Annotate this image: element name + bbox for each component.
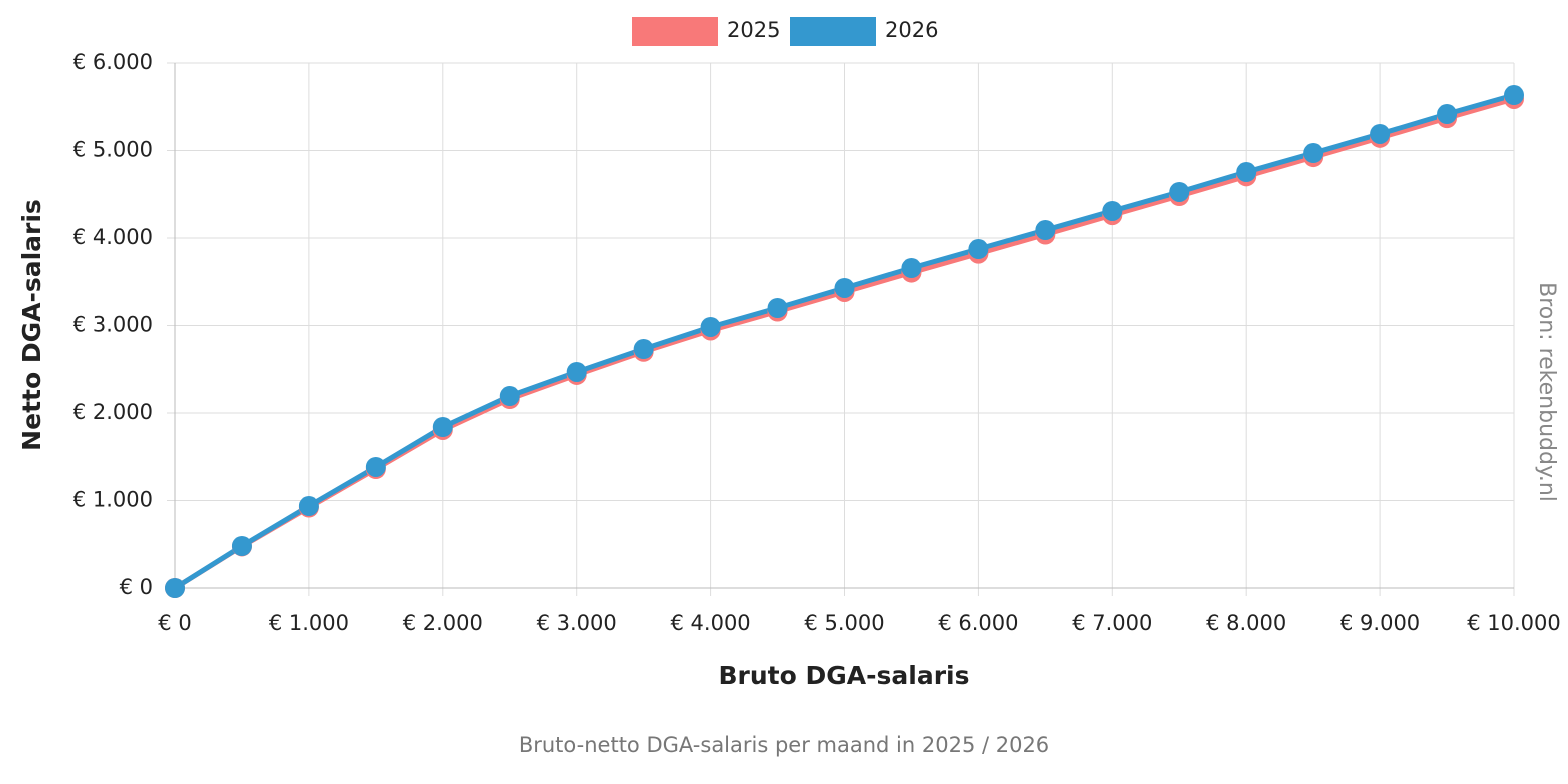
y-tick-label: € 5.000 [73, 138, 153, 162]
x-tick-label: € 3.000 [537, 611, 617, 635]
data-point [298, 496, 319, 517]
data-point [165, 578, 185, 598]
y-tick-label: € 4.000 [73, 225, 153, 249]
data-point [1437, 104, 1458, 125]
x-tick-label: € 5.000 [804, 611, 884, 635]
legend-swatch [632, 17, 718, 46]
x-tick-label: € 6.000 [938, 611, 1018, 635]
data-point [231, 536, 252, 556]
x-tick-label: € 10.000 [1467, 611, 1561, 635]
data-point [968, 239, 989, 260]
legend-label: 2026 [885, 18, 938, 42]
y-tick-label: € 3.000 [73, 313, 153, 337]
data-point [901, 258, 922, 279]
chart-title: Bruto-netto DGA-salaris per maand in 202… [519, 733, 1049, 757]
y-axis-label: Netto DGA-salaris [17, 199, 46, 451]
data-point [1504, 85, 1524, 106]
x-tick-label: € 4.000 [671, 611, 751, 635]
x-tick-label: € 7.000 [1072, 611, 1152, 635]
y-tick-label: € 0 [120, 575, 153, 599]
data-point [767, 298, 788, 318]
data-point [1370, 123, 1391, 144]
x-tick-label: € 2.000 [403, 611, 483, 635]
y-tick-label: € 2.000 [73, 400, 153, 424]
x-tick-label: € 0 [158, 611, 191, 635]
data-point [700, 316, 721, 337]
data-point [432, 417, 453, 437]
data-point [633, 339, 654, 360]
x-tick-label: € 1.000 [269, 611, 349, 635]
data-point [1102, 200, 1123, 221]
legend-swatch [790, 17, 876, 46]
data-point [365, 456, 386, 477]
x-tick-label: € 8.000 [1206, 611, 1286, 635]
x-axis-label: Bruto DGA-salaris [719, 661, 970, 690]
legend-label: 2025 [727, 18, 780, 42]
y-tick-label: € 6.000 [73, 50, 153, 74]
data-point [1303, 143, 1324, 164]
data-point [1035, 220, 1056, 241]
y-tick-label: € 1.000 [73, 488, 153, 512]
x-tick-label: € 9.000 [1340, 611, 1420, 635]
data-point [566, 361, 587, 382]
data-point [834, 277, 855, 298]
source-note: Bron: rekenbuddy.nl [1534, 282, 1559, 502]
data-point [1169, 181, 1190, 202]
data-point [499, 386, 520, 407]
data-point [1236, 162, 1257, 183]
